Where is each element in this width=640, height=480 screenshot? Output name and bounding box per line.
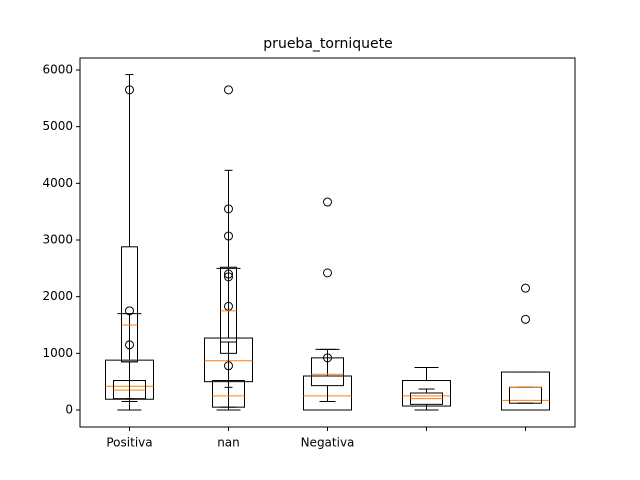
box — [311, 357, 344, 387]
y-tick-label: 2000 — [42, 289, 73, 303]
flier — [323, 197, 332, 207]
flier — [125, 85, 134, 95]
y-tick-label: 4000 — [42, 176, 73, 190]
y-tick-label: 3000 — [42, 233, 73, 247]
flier — [521, 283, 530, 293]
box — [220, 266, 237, 354]
y-tick-label: 0 — [65, 403, 73, 417]
box — [303, 375, 352, 411]
chart-title: prueba_torniquete — [263, 36, 392, 52]
flier — [224, 301, 233, 311]
flier — [521, 314, 530, 324]
flier — [125, 306, 134, 316]
y-tick-label: 6000 — [42, 63, 73, 77]
x-tick-label: Negativa — [301, 436, 355, 450]
x-tick-label: Positiva — [106, 436, 152, 450]
x-tick-label: nan — [217, 436, 240, 450]
flier — [224, 85, 233, 95]
flier — [224, 269, 233, 279]
plot-frame — [79, 57, 576, 428]
box — [121, 246, 138, 363]
flier — [323, 268, 332, 278]
y-tick-label: 5000 — [42, 119, 73, 133]
box — [501, 371, 550, 411]
flier — [224, 272, 233, 282]
flier — [125, 340, 134, 350]
flier — [323, 353, 332, 363]
y-tick-label: 1000 — [42, 346, 73, 360]
